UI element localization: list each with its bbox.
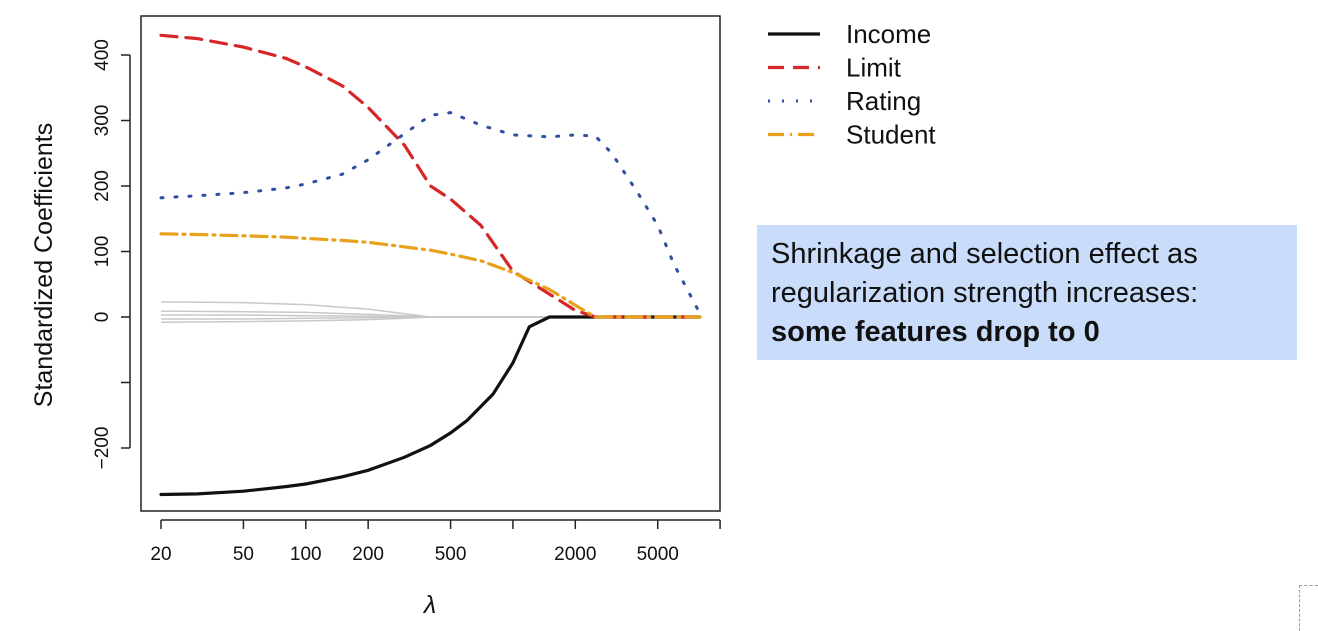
y-tick-label: 300 bbox=[92, 105, 113, 137]
legend-label-limit: Limit bbox=[846, 53, 902, 83]
background-coefficient-line bbox=[160, 316, 700, 323]
series-line-student bbox=[159, 232, 702, 319]
callout-line-3: some features drop to 0 bbox=[771, 316, 1100, 348]
background-series-group bbox=[160, 301, 700, 323]
y-tick-label: 200 bbox=[92, 170, 113, 202]
x-tick-label: 200 bbox=[352, 544, 384, 565]
y-tick-label: 100 bbox=[92, 236, 113, 268]
annotation-callout: Shrinkage and selection effect as regula… bbox=[757, 225, 1297, 360]
series-group bbox=[159, 33, 702, 497]
series-line-rating bbox=[159, 111, 702, 316]
selection-corner-mark bbox=[1299, 585, 1318, 631]
x-axis-title: λ bbox=[422, 591, 436, 619]
x-tick-label: 500 bbox=[435, 544, 467, 565]
callout-line-2: regularization strength increases: bbox=[771, 277, 1199, 309]
y-tick-label: 0 bbox=[92, 312, 113, 323]
x-tick-label: 5000 bbox=[637, 544, 679, 565]
legend-label-income: Income bbox=[846, 19, 931, 49]
legend-label-rating: Rating bbox=[846, 86, 921, 116]
series-line-income bbox=[159, 315, 702, 497]
y-axis-title: Standardized Coefficients bbox=[30, 123, 58, 407]
series-line-limit bbox=[159, 33, 702, 319]
x-tick-label: 20 bbox=[150, 544, 171, 565]
x-tick-label: 100 bbox=[290, 544, 322, 565]
y-tick-label: −200 bbox=[92, 427, 113, 470]
plot-frame bbox=[140, 15, 721, 512]
x-axis: 20 50 100 200 500 2000 5000 bbox=[150, 519, 721, 565]
x-tick-label: 2000 bbox=[554, 544, 596, 565]
y-axis: −200 0 100 200 300 400 bbox=[92, 39, 131, 470]
callout-line-1: Shrinkage and selection effect as bbox=[771, 238, 1198, 270]
y-tick-label: 400 bbox=[92, 39, 113, 71]
legend-label-student: Student bbox=[846, 120, 936, 150]
x-tick-label: 50 bbox=[233, 544, 254, 565]
